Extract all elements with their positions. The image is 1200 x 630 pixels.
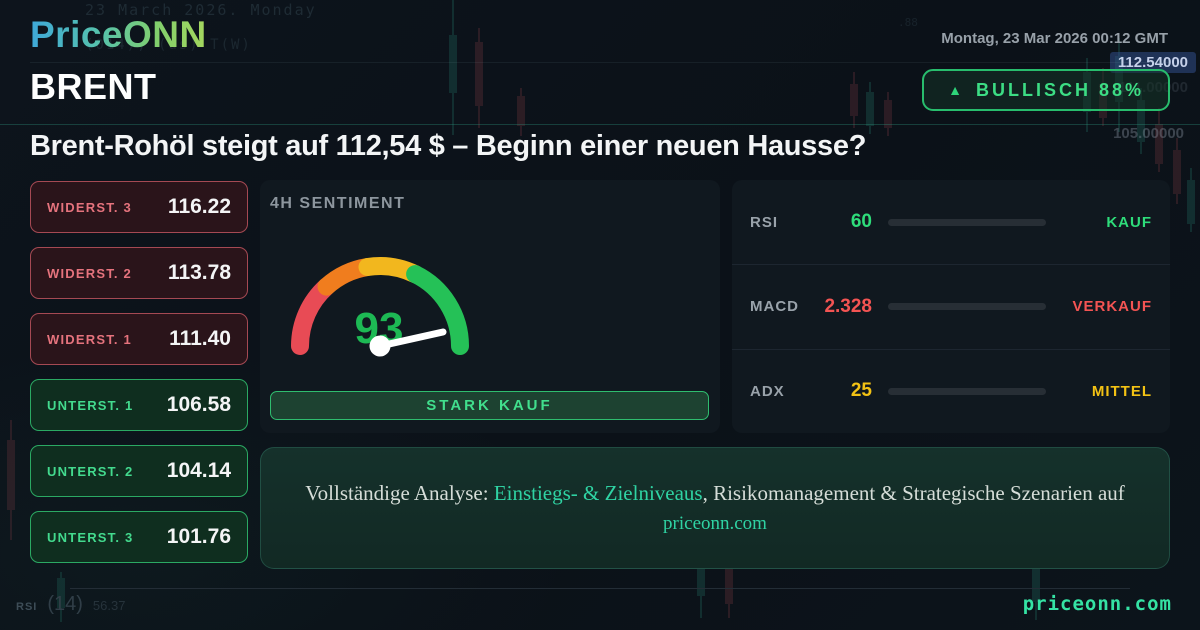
- candlestick-decoration: [1173, 138, 1181, 204]
- footer-divider: [70, 588, 1130, 589]
- support-level-3: UNTERST. 3 101.76: [30, 511, 248, 563]
- resistance-level-2: WIDERST. 2 113.78: [30, 247, 248, 299]
- candlestick-decoration: [7, 420, 15, 540]
- cta-suffix: , Risikomanagement & Strategische Szenar…: [702, 481, 1125, 505]
- candlestick-decoration: [850, 72, 858, 128]
- gauge-hub: [369, 335, 391, 357]
- level-value: 113.78: [167, 261, 231, 284]
- level-value: 101.76: [166, 525, 231, 548]
- candlestick-decoration: [449, 0, 457, 135]
- sentiment-gauge: 93: [291, 257, 469, 357]
- indicator-row-rsi: RSI 60 KAUF: [732, 180, 1170, 264]
- brand-logo: PriceONN: [30, 14, 207, 55]
- instrument-symbol: BRENT: [30, 66, 157, 107]
- indicator-value: 25: [850, 380, 872, 402]
- bg-chart-sub-text: (014), (us) T(W): [85, 37, 252, 53]
- price-axis-label: 105.00000: [1113, 125, 1184, 142]
- cta-site-link[interactable]: priceonn.com: [663, 513, 767, 534]
- bg-tick-text: .88: [898, 16, 918, 29]
- cta-highlight-link[interactable]: Einstiegs- & Zielniveaus: [493, 481, 703, 505]
- verdict-button[interactable]: STARK KAUF: [270, 391, 709, 420]
- indicator-row-macd: MACD 2.328 VERKAUF: [732, 264, 1170, 348]
- support-level-2: UNTERST. 2 104.14: [30, 445, 248, 497]
- cta-prefix: Vollständige Analyse:: [305, 481, 494, 505]
- headline: Brent-Rohöl steigt auf 112,54 $ – Beginn…: [30, 130, 867, 162]
- resistance-level-1: WIDERST. 1 111.40: [30, 313, 248, 365]
- indicator-name: RSI: [750, 213, 779, 231]
- indicator-value: 60: [850, 211, 872, 233]
- indicator-name: MACD: [750, 298, 799, 316]
- candlestick-decoration: [884, 92, 892, 136]
- levels-panel: WIDERST. 3 116.22 WIDERST. 2 113.78 WIDE…: [30, 181, 248, 577]
- candlestick-decoration: [1032, 560, 1040, 620]
- level-value: 116.22: [167, 195, 231, 218]
- indicator-signal: VERKAUF: [1072, 298, 1152, 316]
- indicator-row-adx: ADX 25 MITTEL: [732, 348, 1170, 433]
- bg-chart-date-text: 23 March 2026. Monday: [85, 1, 317, 19]
- resistance-level-3: WIDERST. 3 116.22: [30, 181, 248, 233]
- candlestick-decoration: [1137, 88, 1145, 154]
- sentiment-card: 4H SENTIMENT 93 STARK KAUF: [260, 180, 720, 433]
- support-level-1: UNTERST. 1 106.58: [30, 379, 248, 431]
- signal-badge-label: BULLISCH 88%: [975, 79, 1144, 100]
- price-axis-badge: 112.54000: [1109, 52, 1196, 73]
- level-label: UNTERST. 3: [47, 529, 134, 545]
- indicators-panel: RSI 60 KAUF MACD 2.328 VERKAUF ADX 25 MI…: [732, 180, 1170, 433]
- indicator-bar: [888, 303, 1046, 311]
- level-label: WIDERST. 3: [47, 199, 132, 215]
- level-label: UNTERST. 2: [47, 463, 134, 479]
- indicator-signal: KAUF: [1106, 213, 1152, 231]
- datetime-label: Montag, 23 Mar 2026 00:12 GMT: [941, 30, 1168, 47]
- indicator-signal: MITTEL: [1091, 382, 1152, 400]
- candlestick-decoration: [1187, 168, 1195, 232]
- level-label: UNTERST. 1: [47, 397, 134, 413]
- bullish-signal-badge: ▲ BULLISCH 88%: [922, 69, 1170, 111]
- level-value: 106.58: [166, 393, 231, 416]
- candlestick-decoration: [517, 88, 525, 136]
- gauge-needle: [376, 328, 447, 350]
- candlestick-decoration: [475, 28, 483, 128]
- level-value: 104.14: [166, 459, 231, 482]
- candlestick-decoration: [57, 572, 65, 622]
- candlestick-decoration: [866, 82, 874, 134]
- indicator-name: ADX: [750, 382, 785, 400]
- header-divider: [30, 62, 1170, 63]
- cta-banner: Vollständige Analyse: Einstiegs- & Zieln…: [260, 447, 1170, 569]
- level-label: WIDERST. 1: [47, 331, 132, 347]
- indicator-bar: [888, 387, 1046, 395]
- chart-gridline: [0, 124, 1200, 125]
- candlestick-decoration: [1155, 108, 1163, 172]
- up-triangle-icon: ▲: [948, 82, 962, 98]
- level-label: WIDERST. 2: [47, 265, 132, 281]
- indicator-bar: [888, 218, 1046, 226]
- level-value: 111.40: [169, 327, 231, 350]
- indicator-value: 2.328: [824, 295, 872, 317]
- candlestick-decoration: [697, 548, 705, 618]
- bg-rsi-indicator-text: RSI (14) 56.37: [16, 593, 126, 615]
- footer-site-link[interactable]: priceonn.com: [1022, 593, 1172, 615]
- cta-text: Vollständige Analyse: Einstiegs- & Zieln…: [305, 481, 1125, 506]
- sentiment-title: 4H SENTIMENT: [270, 195, 406, 212]
